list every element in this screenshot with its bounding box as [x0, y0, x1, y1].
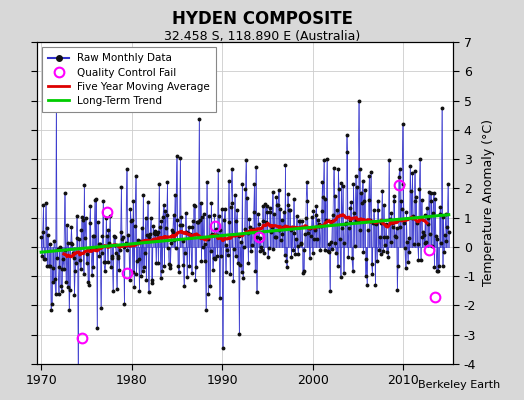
- Text: 32.458 S, 118.890 E (Australia): 32.458 S, 118.890 E (Australia): [164, 30, 360, 43]
- Text: HYDEN COMPOSITE: HYDEN COMPOSITE: [171, 10, 353, 28]
- Text: Berkeley Earth: Berkeley Earth: [418, 380, 500, 390]
- Y-axis label: Temperature Anomaly (°C): Temperature Anomaly (°C): [482, 120, 495, 286]
- Legend: Raw Monthly Data, Quality Control Fail, Five Year Moving Average, Long-Term Tren: Raw Monthly Data, Quality Control Fail, …: [42, 47, 216, 112]
